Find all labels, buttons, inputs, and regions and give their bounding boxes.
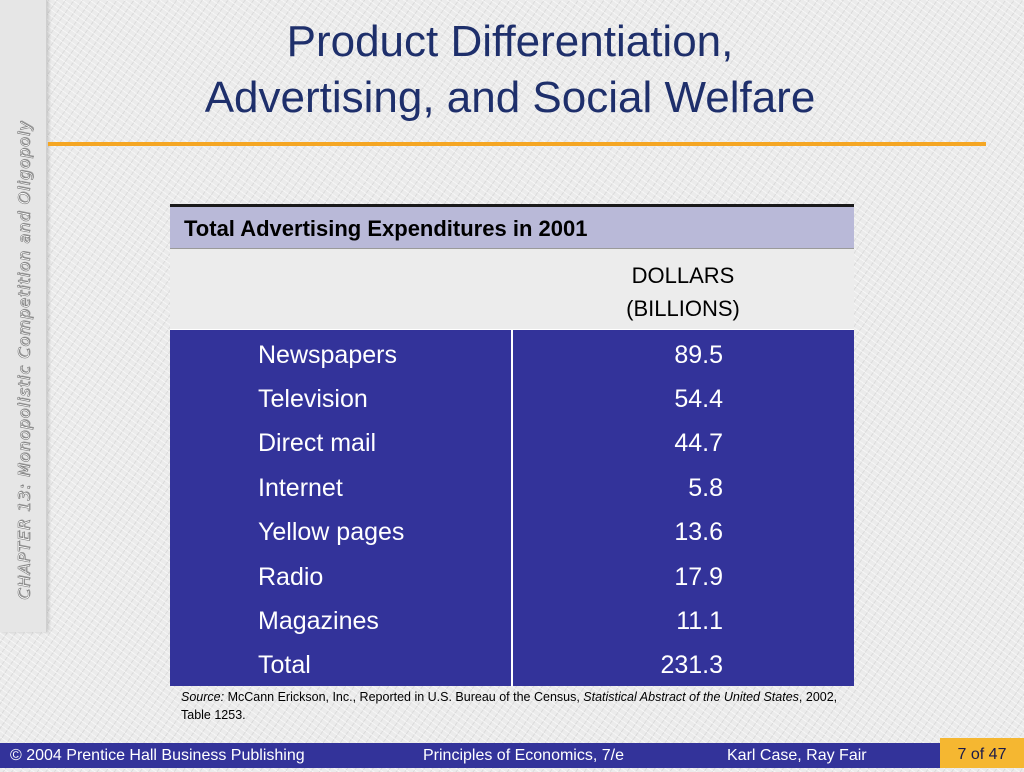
- row-value: 17.9: [674, 563, 723, 591]
- slide-title: Product Differentiation, Advertising, an…: [60, 14, 960, 126]
- table-units-header: DOLLARS (BILLIONS): [170, 248, 854, 329]
- table-body: Newspapers 89.5 Television 54.4 Direct m…: [170, 329, 854, 686]
- row-value: 44.7: [674, 429, 723, 457]
- units-label: DOLLARS (BILLIONS): [512, 259, 854, 325]
- row-category: Total: [258, 651, 311, 679]
- units-label-line-1: DOLLARS: [631, 263, 735, 288]
- footer-bar: © 2004 Prentice Hall Business Publishing…: [0, 743, 1024, 768]
- row-category: Yellow pages: [258, 518, 405, 546]
- row-category: Television: [258, 385, 368, 413]
- footer-copyright: © 2004 Prentice Hall Business Publishing: [10, 747, 305, 764]
- row-value: 89.5: [674, 341, 723, 369]
- row-value: 5.8: [688, 474, 723, 502]
- source-text-1: McCann Erickson, Inc., Reported in U.S. …: [224, 690, 584, 704]
- row-category: Newspapers: [258, 341, 397, 369]
- row-category: Direct mail: [258, 429, 377, 457]
- row-category: Magazines: [258, 607, 379, 635]
- title-divider: [48, 142, 986, 146]
- source-label: Source:: [181, 690, 225, 704]
- row-value: 11.1: [676, 607, 723, 635]
- slide-title-line-2: Advertising, and Social Welfare: [204, 73, 816, 122]
- row-value: 13.6: [674, 518, 723, 546]
- table-row: Newspapers 89.5: [170, 333, 854, 377]
- table-row: Radio 17.9: [170, 555, 854, 599]
- table-row: Internet 5.8: [170, 466, 854, 510]
- slide-title-line-1: Product Differentiation,: [286, 17, 734, 66]
- row-category: Internet: [258, 474, 343, 502]
- row-value: 54.4: [674, 385, 723, 413]
- column-divider: [511, 330, 513, 686]
- table-row: Direct mail 44.7: [170, 421, 854, 465]
- row-category: Radio: [258, 563, 324, 591]
- chapter-side-band: CHAPTER 13: Monopolistic Competition and…: [0, 0, 47, 632]
- footer-authors: Karl Case, Ray Fair: [727, 747, 867, 764]
- source-note: Source: McCann Erickson, Inc., Reported …: [181, 688, 861, 724]
- footer-book-title: Principles of Economics, 7/e: [423, 747, 624, 764]
- table-row: Yellow pages 13.6: [170, 510, 854, 554]
- table-row: Television 54.4: [170, 377, 854, 421]
- table-row: Total 231.3: [170, 643, 854, 687]
- advertising-table: Total Advertising Expenditures in 2001 D…: [170, 204, 854, 686]
- units-label-line-2: (BILLIONS): [626, 296, 740, 321]
- source-publication: Statistical Abstract of the United State…: [583, 690, 799, 704]
- row-value: 231.3: [660, 651, 723, 679]
- page-number: 7 of 47: [940, 738, 1024, 768]
- chapter-side-label: CHAPTER 13: Monopolistic Competition and…: [14, 120, 34, 600]
- table-row: Magazines 11.1: [170, 599, 854, 643]
- source-text-2: , 2002, Table 1253.: [181, 690, 838, 722]
- table-heading: Total Advertising Expenditures in 2001: [170, 204, 854, 248]
